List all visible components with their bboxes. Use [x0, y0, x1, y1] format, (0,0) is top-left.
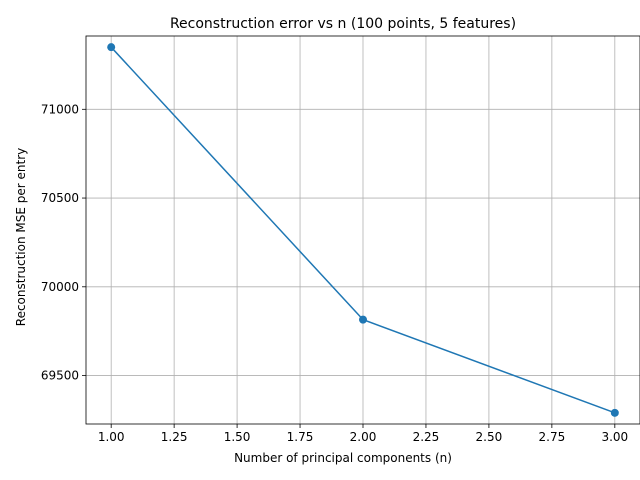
- series-layer: [107, 43, 619, 417]
- data-point: [359, 315, 367, 324]
- tick-layer: 1.00 1.25 1.50 1.75 2.00 2.25 2.50 2.75 3.00 6950…: [41, 102, 628, 444]
- data-point: [107, 43, 116, 52]
- data-point: [610, 408, 619, 417]
- y-tick-label: 70500: [41, 191, 79, 205]
- y-tick-label: 70000: [41, 280, 79, 294]
- y-tick-label: 69500: [41, 369, 79, 383]
- x-tick-label: 1.25: [161, 430, 188, 444]
- x-tick-label: 2.00: [350, 430, 377, 444]
- grid-layer: [86, 36, 640, 424]
- x-tick-label: 1.75: [287, 430, 314, 444]
- y-tick-label: 71000: [41, 102, 79, 116]
- x-tick-label: 2.50: [476, 430, 503, 444]
- x-tick-label: 1.00: [98, 430, 125, 444]
- plot-frame: [85, 35, 640, 425]
- chart-title: Reconstruction error vs n (100 points, 5…: [170, 16, 516, 32]
- x-tick-label: 2.75: [539, 430, 566, 444]
- y-axis-label: Reconstruction MSE per entry: [14, 148, 28, 326]
- x-axis-label: Number of principal components (n): [234, 451, 452, 465]
- x-tick-label: 2.25: [413, 430, 440, 444]
- x-tick-label: 1.50: [224, 430, 251, 444]
- x-tick-label: 3.00: [601, 430, 628, 444]
